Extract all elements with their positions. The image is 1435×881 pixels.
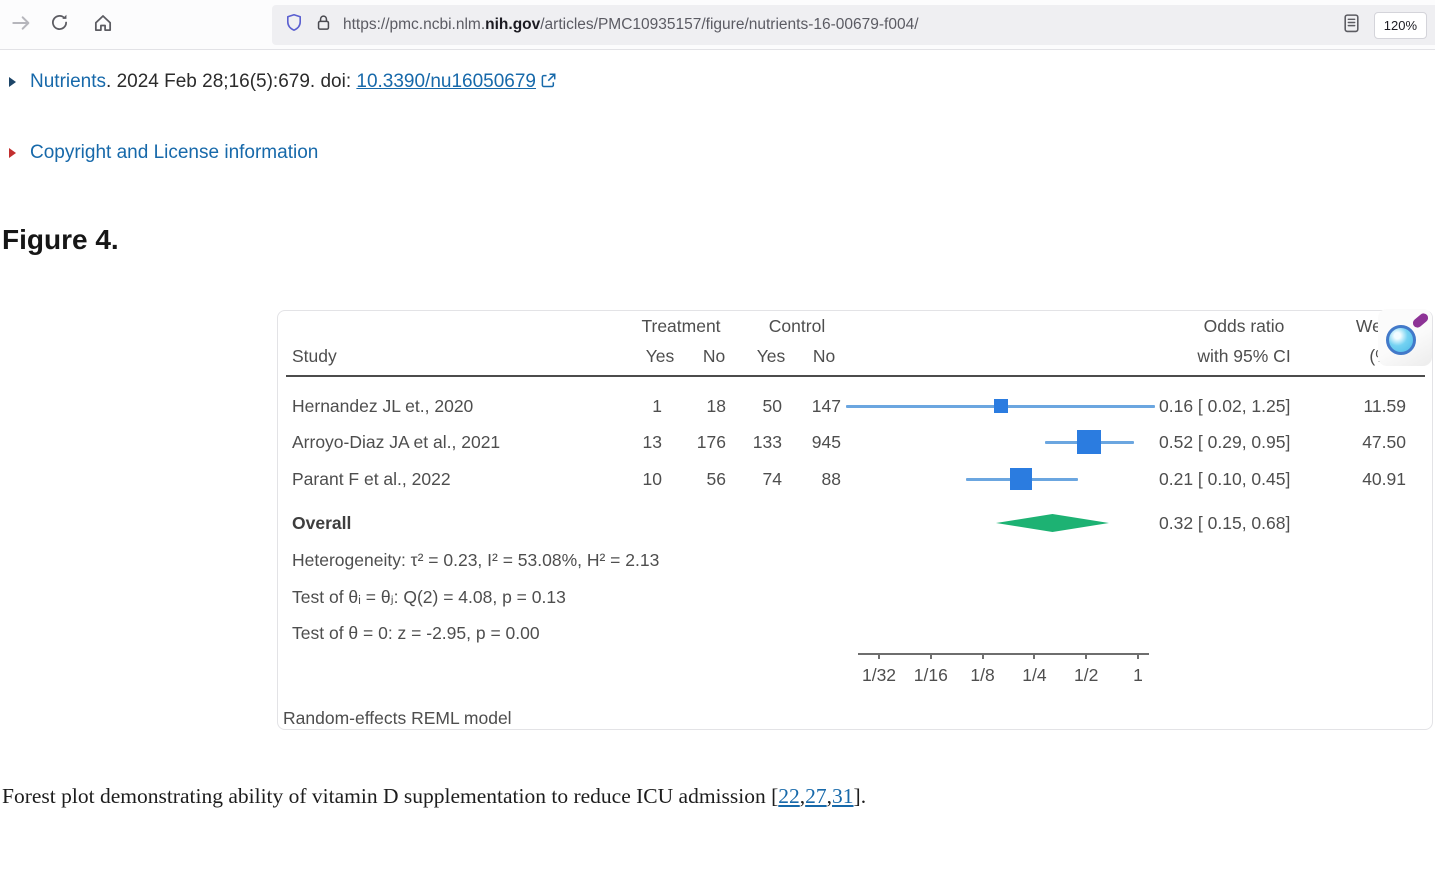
axis-line bbox=[858, 653, 1149, 655]
reader-view-button[interactable] bbox=[1341, 12, 1362, 39]
figure-caption: Forest plot demonstrating ability of vit… bbox=[2, 784, 867, 808]
axis-tick-label: 1/8 bbox=[970, 665, 995, 685]
home-button[interactable] bbox=[90, 12, 116, 38]
copyright-license-link[interactable]: Copyright and License information bbox=[30, 142, 319, 163]
reference-link[interactable]: 27 bbox=[805, 784, 827, 808]
forward-arrow-icon bbox=[10, 12, 32, 39]
axis-tick bbox=[981, 653, 984, 659]
refresh-icon bbox=[49, 12, 70, 38]
lock-icon[interactable] bbox=[314, 12, 333, 38]
refresh-button[interactable] bbox=[46, 12, 72, 38]
or-value: 0.32 [ 0.15, 0.68] bbox=[1159, 513, 1291, 533]
study-name: Parant F et al., 2022 bbox=[292, 469, 451, 489]
axis-tick bbox=[1137, 653, 1139, 659]
col-header-no: No bbox=[812, 346, 836, 366]
col-header-control: Control bbox=[768, 316, 826, 336]
external-link-icon bbox=[541, 72, 556, 94]
url-text: https://pmc.ncbi.nlm.nih.gov/articles/PM… bbox=[343, 16, 919, 33]
forest-plot: Treatment Control Odds ratio Weight Stud… bbox=[278, 311, 1432, 729]
url-bar[interactable]: https://pmc.ncbi.nlm.nih.gov/articles/PM… bbox=[272, 5, 1435, 45]
header-rule bbox=[286, 375, 1425, 377]
triangle-marker-icon[interactable] bbox=[9, 76, 16, 87]
doi-link[interactable]: 10.3390/nu16050679 bbox=[356, 71, 537, 92]
weight-value: 47.50 bbox=[1362, 432, 1406, 452]
col-header-yes: Yes bbox=[645, 346, 675, 366]
col-header-no: No bbox=[702, 346, 726, 366]
count-value: 74 bbox=[762, 469, 782, 489]
copyright-row: Copyright and License information bbox=[9, 142, 318, 164]
count-value: 176 bbox=[696, 432, 726, 452]
axis-tick-label: 1/4 bbox=[1022, 665, 1047, 685]
count-value: 56 bbox=[706, 469, 726, 489]
axis-tick-label: 1 bbox=[1133, 665, 1143, 685]
col-header-ci: with 95% CI bbox=[1197, 346, 1291, 366]
forward-button[interactable] bbox=[8, 12, 34, 38]
reference-link[interactable]: 31 bbox=[832, 784, 854, 808]
weight-value: 11.59 bbox=[1363, 396, 1407, 416]
zoom-cursor-icon bbox=[1378, 309, 1432, 366]
overall-diamond bbox=[996, 514, 1110, 532]
count-value: 1 bbox=[652, 396, 662, 416]
browser-toolbar: https://pmc.ncbi.nlm.nih.gov/articles/PM… bbox=[0, 0, 1435, 50]
col-header-treatment: Treatment bbox=[641, 316, 721, 336]
weight-value: 40.91 bbox=[1362, 469, 1406, 489]
count-value: 945 bbox=[811, 432, 841, 452]
stat-line: Heterogeneity: τ² = 0.23, I² = 53.08%, H… bbox=[292, 550, 660, 570]
axis-tick-label: 1/16 bbox=[913, 665, 948, 685]
count-value: 88 bbox=[821, 469, 841, 489]
axis-tick bbox=[878, 653, 880, 659]
axis-tick-label: 1/32 bbox=[861, 665, 897, 685]
stat-line: Test of θ = 0: z = -2.95, p = 0.00 bbox=[292, 623, 540, 643]
figure-title: Figure 4. bbox=[2, 224, 119, 255]
count-value: 147 bbox=[811, 396, 841, 416]
zoom-level-badge[interactable]: 120% bbox=[1373, 11, 1427, 39]
study-name: Hernandez JL et., 2020 bbox=[292, 396, 474, 416]
axis-tick bbox=[1033, 653, 1036, 659]
col-header-study: Study bbox=[292, 346, 337, 366]
count-value: 10 bbox=[642, 469, 662, 489]
or-value: 0.16 [ 0.02, 1.25] bbox=[1159, 396, 1291, 416]
col-header-odds-ratio: Odds ratio bbox=[1203, 316, 1285, 336]
overall-label: Overall bbox=[292, 513, 352, 533]
axis-tick-label: 1/2 bbox=[1074, 665, 1099, 685]
count-value: 18 bbox=[706, 396, 726, 416]
citation-text: . 2024 Feb 28;16(5):679. doi: bbox=[106, 71, 357, 92]
effect-square bbox=[1010, 468, 1033, 490]
axis-tick bbox=[929, 653, 932, 659]
figure-image[interactable]: Treatment Control Odds ratio Weight Stud… bbox=[277, 310, 1433, 730]
count-value: 13 bbox=[642, 432, 662, 452]
stat-line: Test of θᵢ = θⱼ: Q(2) = 4.08, p = 0.13 bbox=[292, 587, 566, 607]
axis-tick bbox=[1085, 653, 1088, 659]
model-footnote: Random-effects REML model bbox=[283, 708, 512, 728]
journal-citation: Nutrients. 2024 Feb 28;16(5):679. doi: 1… bbox=[9, 71, 556, 94]
or-value: 0.21 [ 0.10, 0.45] bbox=[1159, 469, 1291, 489]
effect-square bbox=[994, 399, 1008, 413]
home-icon bbox=[92, 12, 114, 39]
shield-icon[interactable] bbox=[284, 12, 304, 39]
col-header-yes: Yes bbox=[756, 346, 786, 366]
study-name: Arroyo-Diaz JA et al., 2021 bbox=[292, 432, 501, 452]
journal-link[interactable]: Nutrients bbox=[30, 71, 107, 92]
triangle-marker-icon[interactable] bbox=[9, 147, 16, 158]
effect-square bbox=[1077, 430, 1101, 454]
count-value: 133 bbox=[752, 432, 782, 452]
count-value: 50 bbox=[762, 396, 782, 416]
or-value: 0.52 [ 0.29, 0.95] bbox=[1159, 432, 1291, 452]
reference-link[interactable]: 22 bbox=[778, 784, 800, 808]
